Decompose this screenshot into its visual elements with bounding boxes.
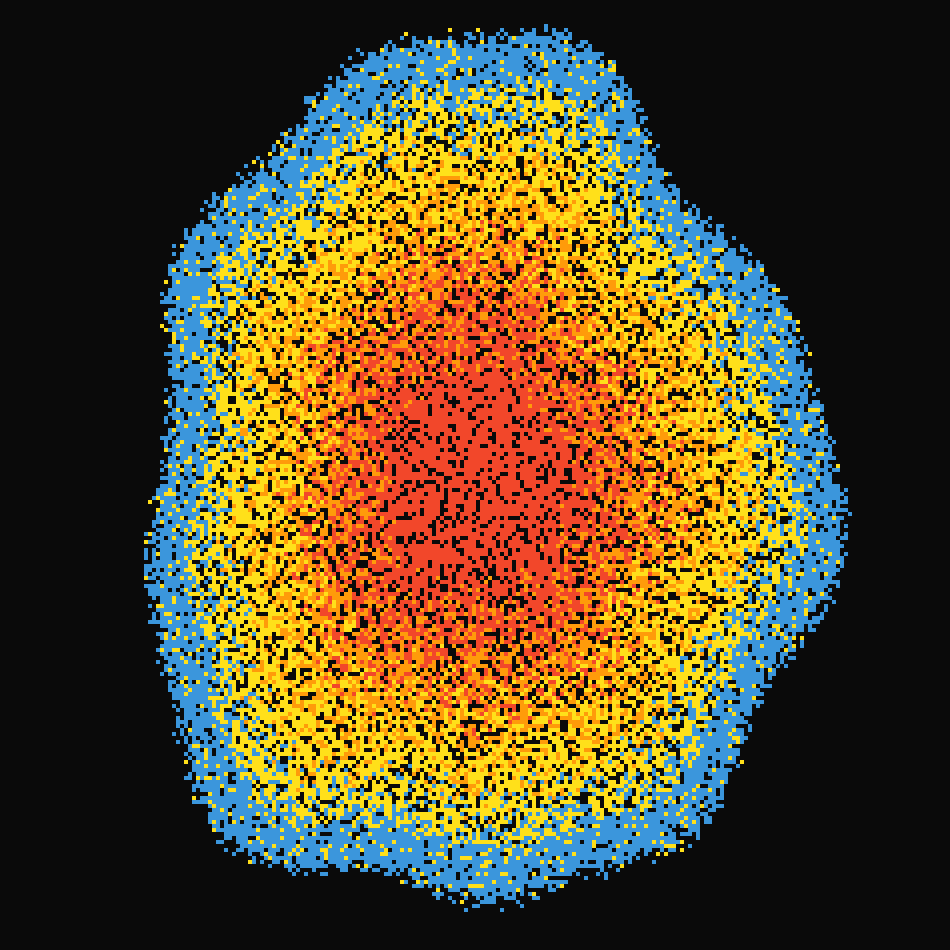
- inner-cells: [216, 116, 776, 824]
- middle-cells: [144, 28, 840, 904]
- outer-cells: [144, 24, 852, 912]
- core-cells: [276, 220, 700, 740]
